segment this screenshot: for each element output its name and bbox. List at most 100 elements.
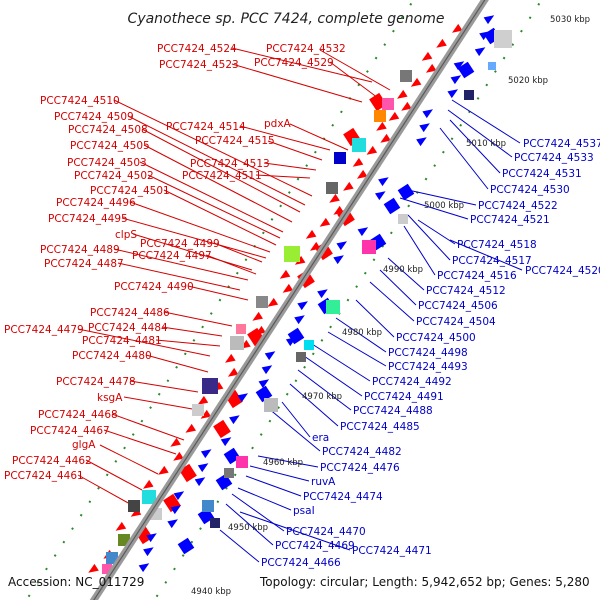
feature-square [398, 214, 408, 224]
feature-square [106, 552, 118, 564]
gene-label: PCC7424_4512 [426, 285, 506, 297]
feature-square [256, 296, 268, 308]
callout-line [123, 396, 199, 411]
callout-line [245, 475, 302, 497]
forward-gene-arrow [252, 311, 263, 321]
callout-line [161, 326, 223, 337]
gene-label: PCC7424_4511 [182, 170, 262, 182]
gene-label: PCC7424_4471 [352, 545, 432, 557]
reverse-gene-arrow [447, 89, 459, 99]
callout-line [239, 511, 351, 551]
reverse-gene-arrow [264, 351, 276, 361]
gene-label: PCC7424_4461 [4, 470, 84, 482]
feature-square [236, 324, 246, 334]
gene-label: PCC7424_4502 [74, 170, 154, 182]
accession-text: Accession: NC_011729 [8, 575, 144, 589]
gene-label: PCC7424_4503 [67, 157, 147, 169]
callout-line [163, 311, 233, 327]
reverse-gene-arrow [333, 255, 344, 265]
gene-label: PCC7424_4506 [418, 300, 498, 312]
forward-gene-arrow [115, 521, 127, 531]
callout-line [113, 99, 313, 197]
gene-label: PCC7424_4510 [40, 95, 120, 107]
callout-line [205, 254, 257, 275]
right-gene-labels: PCC7424_4537 PCC7424_4533 PCC7424_4531 P… [261, 138, 600, 569]
reverse-gene-arrow [197, 463, 209, 473]
forward-gene-arrow [227, 367, 239, 377]
forward-gene-arrow [197, 395, 209, 405]
forward-gene-arrow [436, 38, 447, 48]
forward-gene-arrow [319, 217, 331, 227]
feature-square [494, 30, 512, 48]
callout-line [369, 281, 415, 322]
kbp-label: 4940 kbp [191, 587, 231, 597]
callout-line [403, 225, 436, 276]
callout-line [147, 174, 281, 239]
gene-features [88, 15, 512, 574]
callout-line [219, 529, 260, 563]
gene-label: PCC7424_4524 [157, 43, 237, 55]
callout-line [449, 239, 523, 271]
callout-line [327, 331, 387, 367]
gene-label: PCC7424_4508 [68, 124, 148, 136]
gene-label: PCC7424_4532 [266, 43, 346, 55]
gene-label: PCC7424_4476 [320, 462, 400, 474]
callout-line [335, 317, 387, 353]
gene-label: PCC7424_4488 [353, 405, 433, 417]
gene-label: PCC7424_4470 [286, 526, 366, 538]
gene-label: PCC7424_4467 [30, 425, 110, 437]
gene-label: PCC7424_4516 [437, 270, 517, 282]
callout-line [132, 233, 253, 271]
gene-label: PCC7424_4492 [372, 376, 452, 388]
callout-line [239, 125, 331, 151]
reverse-gene-arrow [317, 289, 328, 299]
gene-label: PCC7424_4509 [54, 111, 134, 123]
reverse-gene-arrow [237, 393, 248, 403]
gene-label: ruvA [311, 476, 336, 488]
gene-label: PCC7424_4469 [275, 540, 355, 552]
callout-line [225, 503, 274, 546]
callout-line [407, 189, 477, 206]
forward-gene-arrow [142, 479, 154, 489]
reverse-gene-arrow [167, 519, 178, 529]
gene-label: PCC7424_4500 [396, 332, 476, 344]
gene-label: PCC7424_4491 [364, 391, 444, 403]
forward-gene-arrow [200, 409, 212, 419]
callout-line [319, 49, 391, 91]
reverse-gene-arrow [419, 123, 430, 133]
gene-label: PCC7424_4490 [114, 281, 194, 293]
callout-line [231, 63, 363, 103]
gene-label: PCC7424_4523 [159, 59, 239, 71]
forward-gene-arrow [425, 63, 437, 73]
reverse-gene-arrow [261, 365, 273, 375]
feature-square [142, 490, 156, 504]
reverse-gene-arrow [483, 15, 495, 25]
reverse-gene-arrow [416, 137, 427, 147]
gene-label: PCC7424_4481 [82, 335, 162, 347]
forward-gene-arrow [305, 229, 317, 239]
feature-square [236, 456, 248, 468]
forward-gene-arrow [173, 451, 184, 461]
forward-gene-arrow [397, 89, 408, 99]
gene-label: PCC7424_4522 [478, 200, 558, 212]
reverse-gene-arrow [453, 61, 465, 71]
gene-label: PCC7424_4485 [340, 421, 420, 433]
feature-square [334, 152, 346, 164]
kbp-label: 5010 kbp [466, 139, 506, 149]
forward-gene-arrow [356, 169, 368, 179]
gene-label: PCC7424_4493 [388, 361, 468, 373]
callout-line [439, 127, 489, 190]
reverse-gene-block [383, 197, 401, 215]
gene-label: PCC7424_4518 [457, 239, 537, 251]
feature-square [284, 246, 300, 262]
reverse-gene-arrow [229, 415, 240, 425]
callout-line [129, 380, 199, 393]
forward-gene-arrow [225, 353, 236, 363]
gene-label: psaI [293, 505, 315, 517]
reverse-gene-arrow [474, 47, 486, 57]
callout-line [237, 487, 292, 511]
callout-line [451, 99, 521, 144]
callout-line [303, 355, 363, 397]
gene-label: PCC7424_4514 [166, 121, 246, 133]
feature-square [488, 62, 496, 70]
